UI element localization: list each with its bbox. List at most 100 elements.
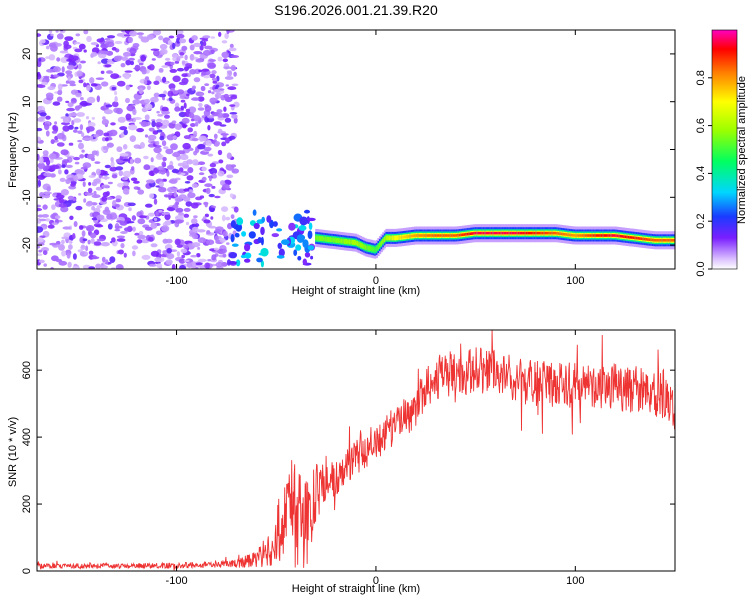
noise-speckle bbox=[102, 209, 111, 216]
ridge-cell bbox=[387, 236, 390, 240]
noise-speckle bbox=[56, 132, 66, 140]
noise-speckle bbox=[38, 249, 43, 253]
ridge-cell bbox=[337, 239, 340, 242]
noise-speckle bbox=[201, 68, 210, 72]
noise-speckle bbox=[81, 244, 85, 249]
ridge-cell bbox=[331, 238, 334, 242]
ridge-cell bbox=[519, 231, 522, 235]
noise-speckle bbox=[168, 83, 176, 90]
noise-speckle bbox=[181, 117, 190, 124]
noise-speckle bbox=[101, 119, 109, 126]
noise-speckle bbox=[53, 198, 62, 201]
noise-speckle bbox=[55, 194, 65, 199]
noise-speckle bbox=[47, 86, 56, 91]
noise-speckle bbox=[129, 135, 136, 143]
noise-speckle bbox=[230, 55, 239, 58]
transition-blob bbox=[288, 222, 296, 231]
noise-speckle bbox=[185, 201, 193, 207]
ridge-cell bbox=[363, 245, 366, 248]
ridge-cell bbox=[573, 234, 576, 237]
ridge-cell bbox=[666, 239, 669, 242]
noise-speckle bbox=[124, 176, 128, 180]
ridge-cell bbox=[536, 231, 540, 235]
noise-speckle bbox=[96, 205, 103, 209]
noise-speckle bbox=[58, 203, 67, 208]
noise-speckle bbox=[58, 260, 68, 266]
noise-speckle bbox=[63, 44, 72, 49]
noise-speckle bbox=[72, 253, 77, 260]
noise-speckle bbox=[51, 130, 58, 134]
noise-speckle bbox=[211, 185, 216, 189]
noise-speckle bbox=[91, 256, 100, 260]
noise-speckle bbox=[217, 170, 225, 177]
noise-speckle bbox=[224, 137, 230, 144]
transition-blob bbox=[230, 234, 235, 243]
noise-speckle bbox=[49, 158, 54, 163]
transition-blob bbox=[266, 215, 272, 223]
noise-speckle bbox=[188, 106, 197, 114]
noise-speckle bbox=[105, 259, 109, 265]
snr-y-ticks: 0 200 400 600 bbox=[21, 361, 675, 574]
noise-speckle bbox=[110, 73, 120, 79]
noise-speckle bbox=[219, 237, 226, 243]
noise-speckle bbox=[210, 216, 214, 220]
noise-speckle bbox=[155, 141, 160, 146]
noise-speckle bbox=[48, 44, 56, 48]
y-tick-label: 0 bbox=[21, 568, 33, 574]
spectrogram-x-label: Height of straight line (km) bbox=[292, 285, 420, 297]
noise-speckle bbox=[70, 97, 77, 104]
noise-speckle bbox=[214, 195, 221, 199]
noise-speckle bbox=[132, 226, 136, 232]
noise-speckle bbox=[209, 167, 218, 175]
noise-speckle bbox=[131, 245, 139, 250]
ridge-cell bbox=[583, 234, 586, 237]
noise-speckle bbox=[86, 96, 96, 104]
noise-speckle bbox=[60, 149, 69, 156]
noise-speckle bbox=[121, 56, 129, 61]
ridge-cell bbox=[551, 231, 554, 235]
noise-speckle bbox=[78, 193, 82, 196]
y-tick-label: 400 bbox=[21, 428, 33, 446]
noise-speckle bbox=[176, 251, 180, 257]
ridge-cell bbox=[364, 246, 367, 249]
noise-speckle bbox=[122, 170, 131, 178]
noise-speckle bbox=[153, 92, 160, 98]
x-tick-label: -100 bbox=[166, 275, 188, 287]
noise-speckle bbox=[67, 102, 74, 108]
noise-speckle bbox=[171, 53, 179, 58]
noise-speckle bbox=[120, 62, 126, 68]
y-tick-label: -10 bbox=[21, 189, 33, 205]
noise-speckle bbox=[77, 104, 83, 109]
noise-speckle bbox=[69, 215, 74, 220]
noise-speckle bbox=[147, 134, 157, 141]
noise-speckle bbox=[174, 196, 183, 203]
ridge-cell bbox=[426, 234, 430, 237]
noise-speckle bbox=[43, 191, 52, 195]
noise-speckle bbox=[128, 36, 133, 44]
snr-series-line bbox=[37, 330, 675, 571]
noise-speckle bbox=[66, 252, 71, 259]
noise-speckle bbox=[175, 207, 184, 213]
ridge-cell bbox=[343, 240, 347, 243]
noise-speckle bbox=[51, 204, 56, 210]
noise-speckle bbox=[187, 127, 193, 133]
noise-speckle bbox=[79, 154, 85, 159]
noise-speckle bbox=[37, 168, 42, 172]
noise-speckle bbox=[174, 238, 181, 246]
noise-speckle bbox=[54, 215, 61, 220]
ridge-cell bbox=[627, 235, 630, 239]
noise-speckle bbox=[231, 168, 240, 174]
noise-speckle bbox=[193, 77, 201, 83]
ridge-cell bbox=[329, 238, 332, 241]
ridge-cell bbox=[433, 234, 436, 237]
noise-speckle bbox=[80, 60, 86, 64]
noise-speckle bbox=[123, 181, 130, 187]
noise-speckle bbox=[117, 116, 126, 123]
noise-speckle bbox=[172, 42, 176, 50]
ridge-cell bbox=[484, 231, 487, 235]
noise-speckle bbox=[123, 74, 130, 80]
noise-speckle bbox=[70, 183, 76, 187]
noise-speckle bbox=[225, 164, 230, 170]
ridge-cell bbox=[477, 231, 481, 235]
ridge-cell bbox=[603, 234, 607, 237]
